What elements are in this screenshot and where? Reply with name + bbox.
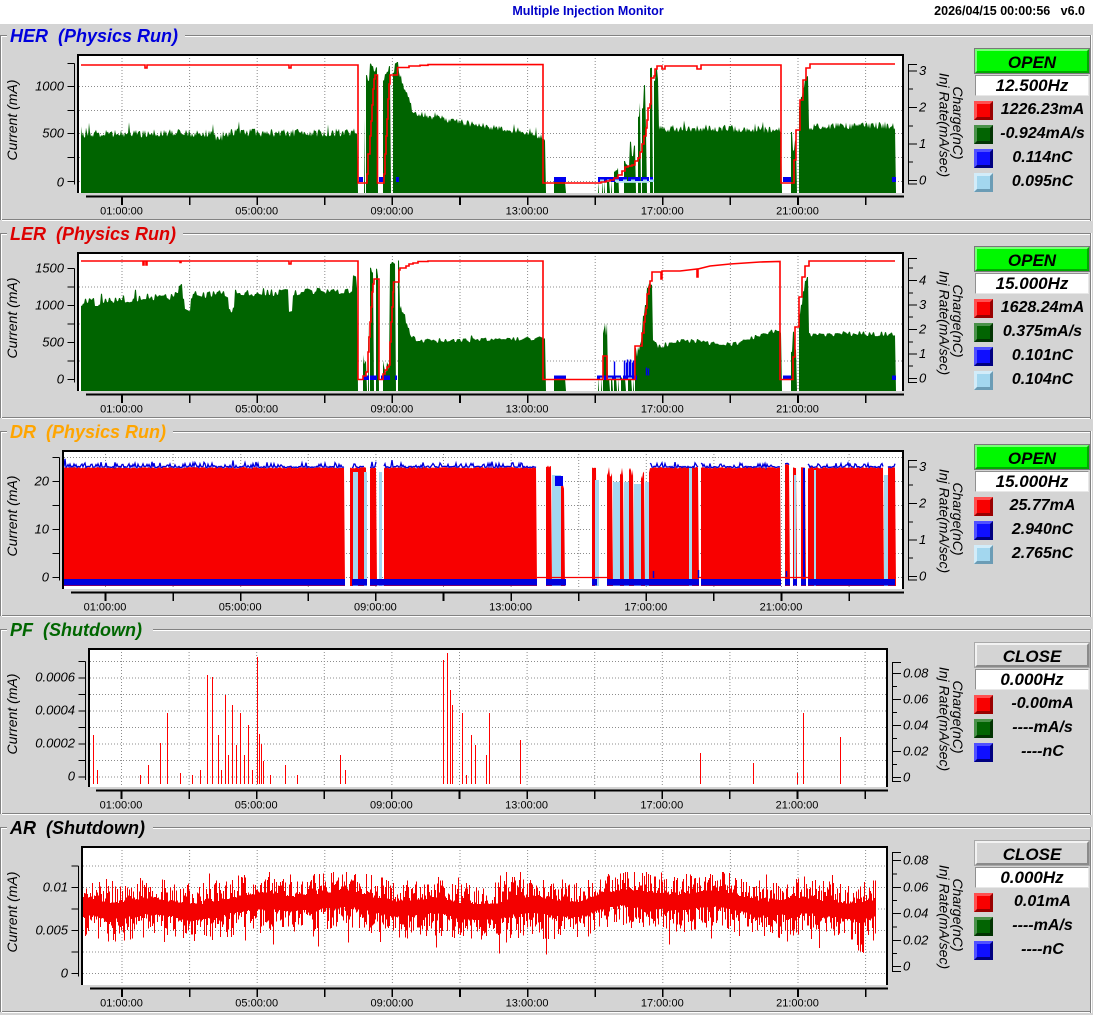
svg-text:1000: 1000 [35, 298, 65, 313]
svg-text:Charge(nC): Charge(nC) [950, 680, 966, 753]
svg-text:1500: 1500 [35, 261, 65, 276]
svg-text:0: 0 [903, 959, 911, 974]
svg-text:Charge(nC): Charge(nC) [950, 284, 966, 357]
svg-text:1: 1 [919, 346, 926, 361]
svg-text:500: 500 [42, 126, 64, 141]
svg-text:0: 0 [919, 173, 927, 188]
svg-text:09:00:00: 09:00:00 [370, 404, 413, 416]
svg-text:0: 0 [61, 966, 69, 981]
svg-text:0.01: 0.01 [43, 880, 68, 895]
svg-text:05:00:00: 05:00:00 [235, 404, 278, 416]
svg-text:21:00:00: 21:00:00 [776, 206, 819, 218]
svg-text:0: 0 [903, 770, 911, 785]
svg-text:0.04: 0.04 [903, 718, 928, 733]
svg-text:09:00:00: 09:00:00 [370, 206, 413, 218]
svg-text:17:00:00: 17:00:00 [640, 800, 683, 812]
svg-text:0.02: 0.02 [903, 744, 929, 759]
svg-text:3: 3 [919, 63, 927, 78]
svg-text:01:00:00: 01:00:00 [84, 602, 127, 614]
svg-text:4: 4 [919, 273, 926, 288]
svg-text:05:00:00: 05:00:00 [235, 800, 278, 812]
svg-text:13:00:00: 13:00:00 [506, 998, 549, 1010]
svg-text:0.04: 0.04 [903, 906, 928, 921]
svg-text:13:00:00: 13:00:00 [505, 800, 548, 812]
svg-text:0.06: 0.06 [903, 692, 929, 707]
svg-text:500: 500 [42, 335, 64, 350]
svg-text:Current (mA): Current (mA) [4, 278, 20, 359]
svg-text:05:00:00: 05:00:00 [235, 998, 278, 1010]
svg-text:20: 20 [34, 474, 50, 489]
svg-text:0.0006: 0.0006 [35, 670, 76, 685]
svg-text:1: 1 [919, 136, 926, 151]
svg-text:0.0002: 0.0002 [35, 736, 76, 751]
svg-text:0.06: 0.06 [903, 880, 929, 895]
svg-text:Current (mA): Current (mA) [4, 872, 20, 953]
svg-text:0: 0 [919, 371, 927, 386]
svg-text:3: 3 [919, 297, 927, 312]
svg-text:09:00:00: 09:00:00 [370, 998, 413, 1010]
svg-text:10: 10 [35, 522, 50, 537]
svg-text:0: 0 [57, 175, 65, 190]
svg-text:13:00:00: 13:00:00 [506, 206, 549, 218]
svg-text:01:00:00: 01:00:00 [100, 800, 143, 812]
svg-text:Inj Rate(mA/sec): Inj Rate(mA/sec) [937, 271, 953, 375]
svg-text:1: 1 [919, 532, 926, 547]
svg-text:21:00:00: 21:00:00 [776, 404, 819, 416]
svg-text:Inj Rate(mA/sec): Inj Rate(mA/sec) [937, 469, 953, 573]
svg-text:17:00:00: 17:00:00 [641, 206, 684, 218]
svg-text:13:00:00: 13:00:00 [489, 602, 532, 614]
svg-text:17:00:00: 17:00:00 [624, 602, 667, 614]
svg-text:2: 2 [918, 100, 927, 115]
svg-text:0.0004: 0.0004 [35, 703, 75, 718]
svg-text:21:00:00: 21:00:00 [776, 998, 819, 1010]
svg-text:21:00:00: 21:00:00 [776, 800, 819, 812]
svg-text:Inj Rate(mA/sec): Inj Rate(mA/sec) [937, 865, 953, 969]
svg-text:0: 0 [42, 570, 50, 585]
svg-text:17:00:00: 17:00:00 [641, 404, 684, 416]
svg-text:0: 0 [57, 372, 65, 387]
svg-text:Current (mA): Current (mA) [4, 476, 20, 557]
svg-text:2: 2 [918, 496, 927, 511]
svg-text:01:00:00: 01:00:00 [100, 998, 143, 1010]
svg-text:1000: 1000 [35, 79, 65, 94]
svg-text:09:00:00: 09:00:00 [370, 800, 413, 812]
svg-text:0: 0 [919, 569, 927, 584]
svg-text:2: 2 [918, 322, 927, 337]
svg-text:3: 3 [919, 459, 927, 474]
svg-text:Current (mA): Current (mA) [4, 80, 20, 161]
svg-text:01:00:00: 01:00:00 [100, 206, 143, 218]
svg-text:0.08: 0.08 [903, 666, 929, 681]
svg-text:05:00:00: 05:00:00 [235, 206, 278, 218]
svg-text:17:00:00: 17:00:00 [641, 998, 684, 1010]
svg-text:0: 0 [68, 769, 76, 784]
svg-text:Charge(nC): Charge(nC) [950, 878, 966, 951]
svg-text:Current (mA): Current (mA) [4, 674, 20, 755]
svg-text:0.005: 0.005 [35, 923, 68, 938]
svg-text:Inj Rate(mA/sec): Inj Rate(mA/sec) [937, 73, 953, 177]
svg-text:01:00:00: 01:00:00 [100, 404, 143, 416]
svg-text:09:00:00: 09:00:00 [354, 602, 397, 614]
svg-text:Inj Rate(mA/sec): Inj Rate(mA/sec) [937, 667, 953, 771]
svg-text:13:00:00: 13:00:00 [506, 404, 549, 416]
svg-text:Charge(nC): Charge(nC) [950, 86, 966, 159]
svg-text:05:00:00: 05:00:00 [219, 602, 262, 614]
svg-text:0.08: 0.08 [903, 853, 929, 868]
svg-text:Charge(nC): Charge(nC) [950, 482, 966, 555]
svg-text:0.02: 0.02 [903, 933, 929, 948]
svg-text:21:00:00: 21:00:00 [760, 602, 803, 614]
